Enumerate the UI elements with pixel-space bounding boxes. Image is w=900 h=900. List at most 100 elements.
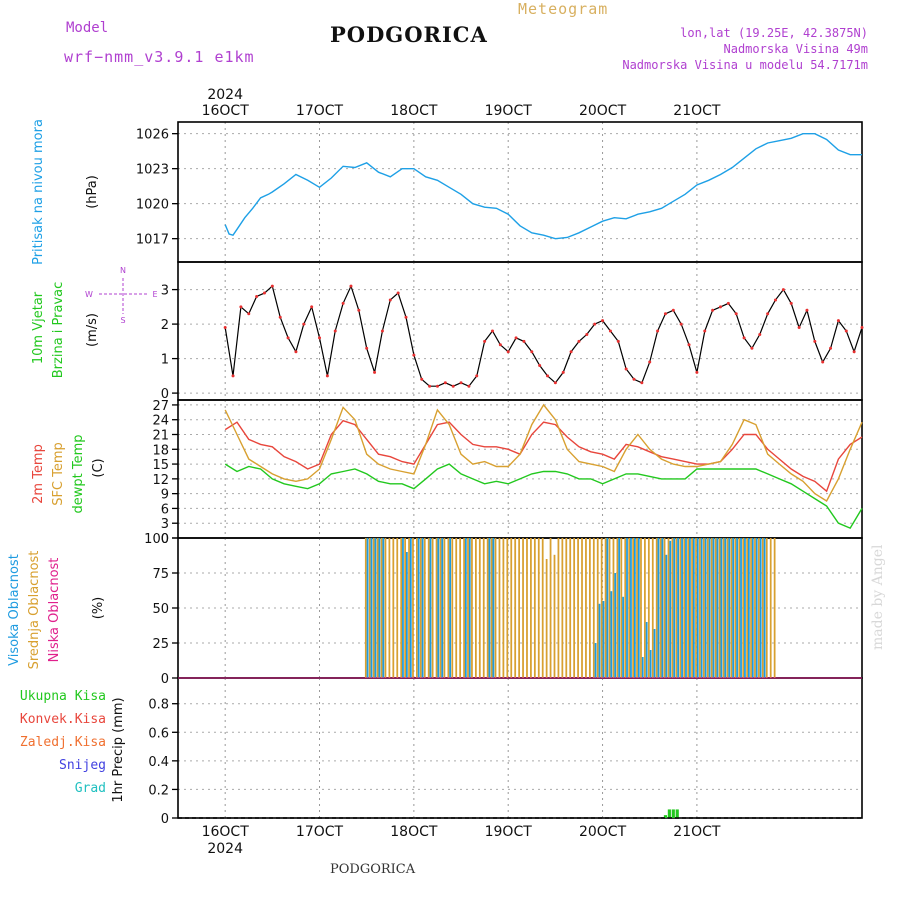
- model-elevation-text: Nadmorska Visina u modelu 54.7171m: [622, 58, 868, 72]
- cloud-ytick-label: 25: [152, 637, 169, 652]
- wind-speed-point: [553, 381, 557, 385]
- cloud-mid-bar: [588, 538, 591, 678]
- cloud-high-bar: [665, 554, 668, 678]
- wind-speed-point: [608, 329, 612, 333]
- cloud-high-bar: [763, 538, 766, 678]
- cloud-high-bar: [464, 538, 467, 678]
- cloud-mid-bar: [671, 538, 674, 678]
- cloud-mid-bar: [463, 538, 465, 678]
- cloud-high-bar: [704, 538, 707, 678]
- cloud-mid-bar: [706, 538, 709, 678]
- cloud-mid-bar: [400, 538, 403, 678]
- cloud-mid-bar: [644, 538, 646, 678]
- temperature-ytick-label: 9: [161, 488, 169, 503]
- wind-speed-point: [506, 350, 510, 354]
- pressure-ytick-label: 1020: [136, 198, 169, 213]
- cloud-high-bar: [630, 538, 632, 678]
- cloud-mid-bar: [471, 538, 473, 678]
- cloud-mid-bar: [384, 538, 387, 678]
- temp-line-sfc_temp: [224, 403, 863, 502]
- cloud-high-bar: [724, 538, 727, 678]
- cloud-high-bar: [441, 538, 444, 678]
- cloud-high-bar: [755, 538, 758, 678]
- cloud-mid-bar: [502, 538, 505, 678]
- cloud-mid-bar: [451, 538, 454, 678]
- cloud-mid-bar: [758, 538, 760, 678]
- cloud-high-bar: [409, 538, 412, 678]
- cloud-mid-bar: [699, 538, 701, 678]
- cloud-high-bar: [689, 538, 691, 678]
- cloud-mid-bar: [592, 538, 595, 678]
- wind-ytick-label: 0: [161, 387, 169, 402]
- temperature-ytick-label: 6: [161, 502, 169, 517]
- wind-speed-point: [514, 336, 518, 340]
- wind-speed-point: [467, 384, 471, 388]
- precip-legend-label: Ukupna Kisa: [20, 689, 106, 704]
- cloud-mid-bar: [510, 538, 513, 678]
- precip-total-bar: [671, 809, 675, 818]
- cloud-mid-bar: [667, 538, 670, 678]
- wind-speed-point: [325, 374, 329, 378]
- cloud-low-axis-label: Niska Oblacnost: [47, 558, 62, 663]
- cloud-ytick-label: 50: [152, 602, 169, 617]
- pressure-line: [224, 132, 862, 240]
- wind-speed-point: [247, 312, 251, 316]
- wind-speed-point: [373, 370, 377, 374]
- precip-bars: [663, 809, 679, 818]
- wind-speed-point: [333, 329, 337, 333]
- wind-speed-point: [821, 360, 825, 364]
- cloud-mid-bar: [419, 538, 422, 678]
- wind-speed-point: [844, 329, 848, 333]
- cloud-mid-bar: [573, 538, 576, 678]
- cloud-high-bar: [594, 643, 597, 678]
- wind-speed-point: [310, 305, 314, 309]
- cloud-mid-bar: [506, 538, 509, 678]
- cloud-mid-bar: [368, 538, 371, 678]
- wind-speed-point: [789, 301, 793, 305]
- cloud-high-bar: [382, 538, 385, 678]
- model-name: wrf−nmm_v3.9.1 e1km: [64, 48, 255, 66]
- wind-speed-point: [388, 298, 392, 302]
- cloud-mid-bar: [533, 538, 536, 678]
- cloud-mid-bar: [486, 538, 489, 678]
- wind-speed-point: [475, 374, 479, 378]
- cloud-high-bar: [468, 538, 471, 678]
- cloud-high-bar: [421, 538, 424, 678]
- precip-ytick-label: 0.6: [148, 726, 169, 741]
- cloud-ytick-label: 75: [152, 567, 169, 582]
- wind-speed-point: [860, 326, 864, 330]
- precip-panel: 0 0.2 0.4 0.6 0.8: [148, 677, 863, 827]
- cloud-high-bar: [736, 538, 738, 678]
- pressure-ytick-label: 1026: [136, 128, 169, 143]
- year-label-top: 2024: [207, 87, 243, 103]
- wind-speed-point: [365, 346, 369, 350]
- cloud-mid-bar: [408, 538, 410, 678]
- cloud-mid-bar: [600, 538, 603, 678]
- cloud-mid-bar: [447, 538, 450, 678]
- cloud-mid-bar: [439, 538, 442, 678]
- cloud-mid-bar: [482, 538, 485, 678]
- time-label-top: 21OCT: [673, 103, 721, 119]
- wind-speed-line: [224, 284, 863, 387]
- cloud-mid-bar: [750, 538, 752, 678]
- pressure-ytick-label: 1023: [136, 163, 169, 178]
- precip-legend-label: Zaledj.Kisa: [20, 735, 106, 750]
- cloud-mid-bar: [663, 538, 666, 678]
- cloud-high-bar: [637, 538, 640, 678]
- cloud-high-bar: [437, 538, 440, 678]
- cloud-mid-bar: [683, 538, 686, 678]
- wind-speed-point: [428, 384, 432, 388]
- cloud-high-bar: [700, 538, 703, 678]
- meteogram-label: Meteogram: [518, 0, 609, 18]
- cloud-mid-bar: [738, 538, 741, 678]
- cloud-mid-bar: [431, 538, 434, 678]
- wind-speed-point: [404, 315, 408, 319]
- wind-speed-point: [357, 308, 361, 312]
- cloud-mid-bar: [392, 538, 395, 678]
- precip-ytick-label: 0.2: [148, 783, 169, 798]
- precip-total-bar: [675, 809, 679, 818]
- year-label-bottom: 2024: [207, 841, 243, 857]
- cloud-high-bar: [712, 538, 715, 678]
- precip-legend-label: Konvek.Kisa: [20, 712, 106, 727]
- wind-speed-point: [302, 322, 306, 326]
